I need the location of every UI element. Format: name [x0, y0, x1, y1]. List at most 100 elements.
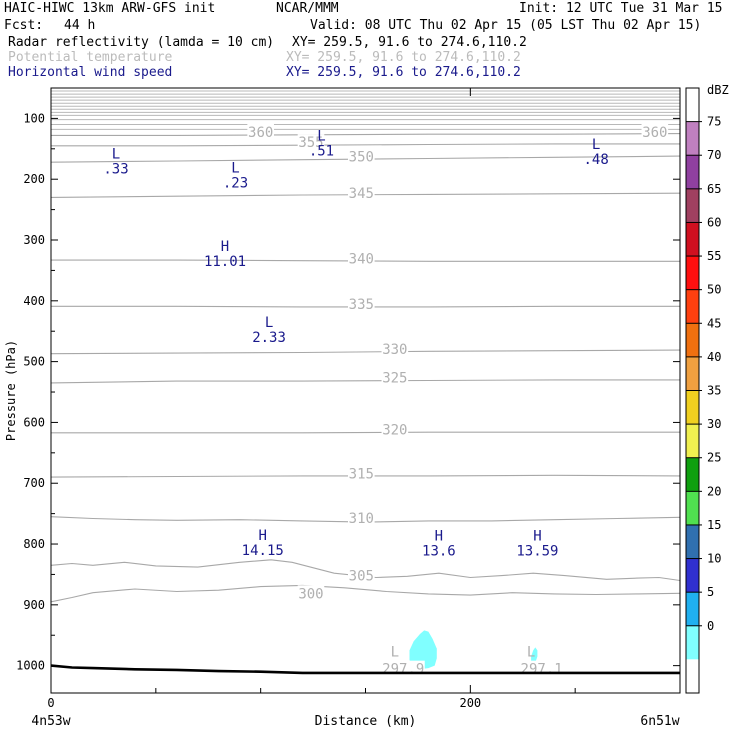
colorbar-swatch: [686, 188, 699, 223]
y-axis-title: Pressure (hPa): [4, 340, 18, 441]
wind-extremum-value: 14.15: [242, 543, 284, 559]
pressure-minimum-marker: L: [527, 645, 535, 661]
theta-label: 330: [382, 342, 407, 358]
wind-extremum-value: .51: [309, 143, 334, 159]
theta-contour-305: [51, 559, 680, 582]
colorbar-level-label: 40: [707, 350, 721, 364]
colorbar-level-label: 70: [707, 148, 721, 162]
theta-label-bg: [297, 585, 325, 601]
terrain-line: [51, 664, 680, 675]
theta-label: 320: [382, 423, 407, 439]
wind-extremum-marker: H: [221, 239, 229, 255]
theta-label-bg: [641, 123, 669, 139]
colorbar-swatch: [686, 558, 699, 593]
colorbar-level-label: 30: [707, 417, 721, 431]
theta-label-bg: [348, 567, 375, 583]
theta-contour-355: [51, 143, 680, 147]
wind-extremum-marker: L: [231, 161, 239, 177]
theta-label: 345: [349, 186, 374, 202]
colorbar-swatch: [686, 592, 699, 626]
org-label: NCAR/MMM: [276, 1, 339, 16]
colorbar-swatch: [686, 155, 699, 189]
wind-extremum-marker: H: [259, 528, 267, 544]
model-title: HAIC-HIWC 13km ARW-GFS init: [4, 1, 216, 16]
y-tick-label: 200: [23, 172, 45, 186]
theta-contour-325: [51, 379, 680, 384]
colorbar-level-label: 20: [707, 484, 721, 498]
y-tick-label: 400: [23, 294, 45, 308]
colorbar-level-label: 15: [707, 518, 721, 532]
reflectivity-cell: [409, 630, 437, 670]
reflectivity-cell: [531, 647, 538, 665]
theta-label: 360: [642, 125, 667, 141]
x-start-location: 4n53w: [31, 714, 70, 729]
colorbar-swatch: [686, 289, 699, 324]
theta-label: 300: [298, 586, 323, 602]
y-tick-label: 1000: [16, 659, 45, 673]
y-tick-label: 100: [23, 111, 45, 125]
y-tick-label: 800: [23, 537, 45, 551]
colorbar-swatch: [686, 524, 699, 559]
theta-label-bg: [348, 509, 375, 525]
wind-extremum-marker: H: [435, 528, 443, 544]
y-tick-label: 600: [23, 415, 45, 429]
wind-extremum-value: 13.59: [516, 543, 558, 559]
x-tick-label: 200: [459, 696, 481, 710]
colorbar-swatch: [686, 88, 699, 122]
x-tick-label: 0: [47, 696, 54, 710]
x-end-location: 6n51w: [640, 714, 679, 729]
theta-label-bg: [348, 295, 375, 311]
theta-label: 350: [349, 150, 374, 166]
theta-label: 340: [349, 251, 374, 267]
theta-label: 325: [382, 370, 407, 386]
wind-extremum-value: .23: [223, 176, 248, 192]
wind-extremum-marker: L: [112, 147, 120, 163]
colorbar-level-label: 65: [707, 182, 721, 196]
fcst-label: Fcst:: [4, 18, 44, 33]
field-xy-reflectivity: XY= 259.5, 91.6 to 274.6,110.2: [292, 35, 527, 50]
colorbar-swatch: [686, 256, 699, 290]
colorbar-swatch: [686, 457, 699, 492]
theta-contour-310: [51, 516, 680, 523]
theta-label: 297.1: [521, 662, 563, 678]
theta-label: 315: [349, 466, 374, 482]
theta-contour-360: [51, 133, 680, 136]
wind-extremum-value: .33: [103, 162, 128, 178]
colorbar-level-label: 60: [707, 215, 721, 229]
theta-label-bg: [297, 134, 325, 150]
colorbar-level-label: 25: [707, 451, 721, 465]
init-time: Init: 12 UTC Tue 31 Mar 15: [519, 1, 723, 16]
colorbar-level-label: 35: [707, 384, 721, 398]
theta-label-bg: [381, 369, 409, 385]
colorbar-unit-label: dBZ: [707, 83, 729, 97]
y-tick-label: 900: [23, 598, 45, 612]
theta-label-bg: [348, 465, 375, 481]
field-name-wind: Horizontal wind speed: [8, 65, 173, 80]
wind-extremum-value: 2.33: [252, 330, 286, 346]
plot-area: 360 355 350 345 340 335 330 325 320 315 310 305 300 3…: [51, 90, 680, 678]
theta-contour-320: [51, 431, 680, 434]
colorbar-level-label: 45: [707, 316, 721, 330]
theta-label-bg: [381, 340, 409, 356]
theta-label-bg: [381, 421, 409, 437]
colorbar-swatch: [686, 390, 699, 425]
valid-time: Valid: 08 UTC Thu 02 Apr 15 (05 LST Thu …: [310, 18, 702, 33]
colorbar-swatch: [686, 121, 699, 156]
colorbar-level-label: 75: [707, 115, 721, 129]
theta-label-bg: [348, 148, 375, 164]
pressure-minimum-marker: L: [391, 645, 399, 661]
colorbar-swatch: [686, 625, 699, 660]
wind-extremum-value: .48: [583, 152, 608, 168]
theta-label: 355: [298, 135, 323, 151]
theta-label: 305: [349, 569, 374, 585]
wind-extremum-value: 13.6: [422, 543, 456, 559]
plot-frame: [50, 87, 681, 694]
theta-label-bg: [348, 250, 375, 266]
colorbar-level-label: 5: [707, 585, 714, 599]
theta-label: 335: [349, 297, 374, 313]
colorbar-level-label: 10: [707, 552, 721, 566]
colorbar-swatch: [686, 424, 699, 458]
wind-extremum-marker: L: [592, 137, 600, 153]
colorbar-level-label: 55: [707, 249, 721, 263]
wind-extremum-value: 11.01: [204, 254, 246, 270]
